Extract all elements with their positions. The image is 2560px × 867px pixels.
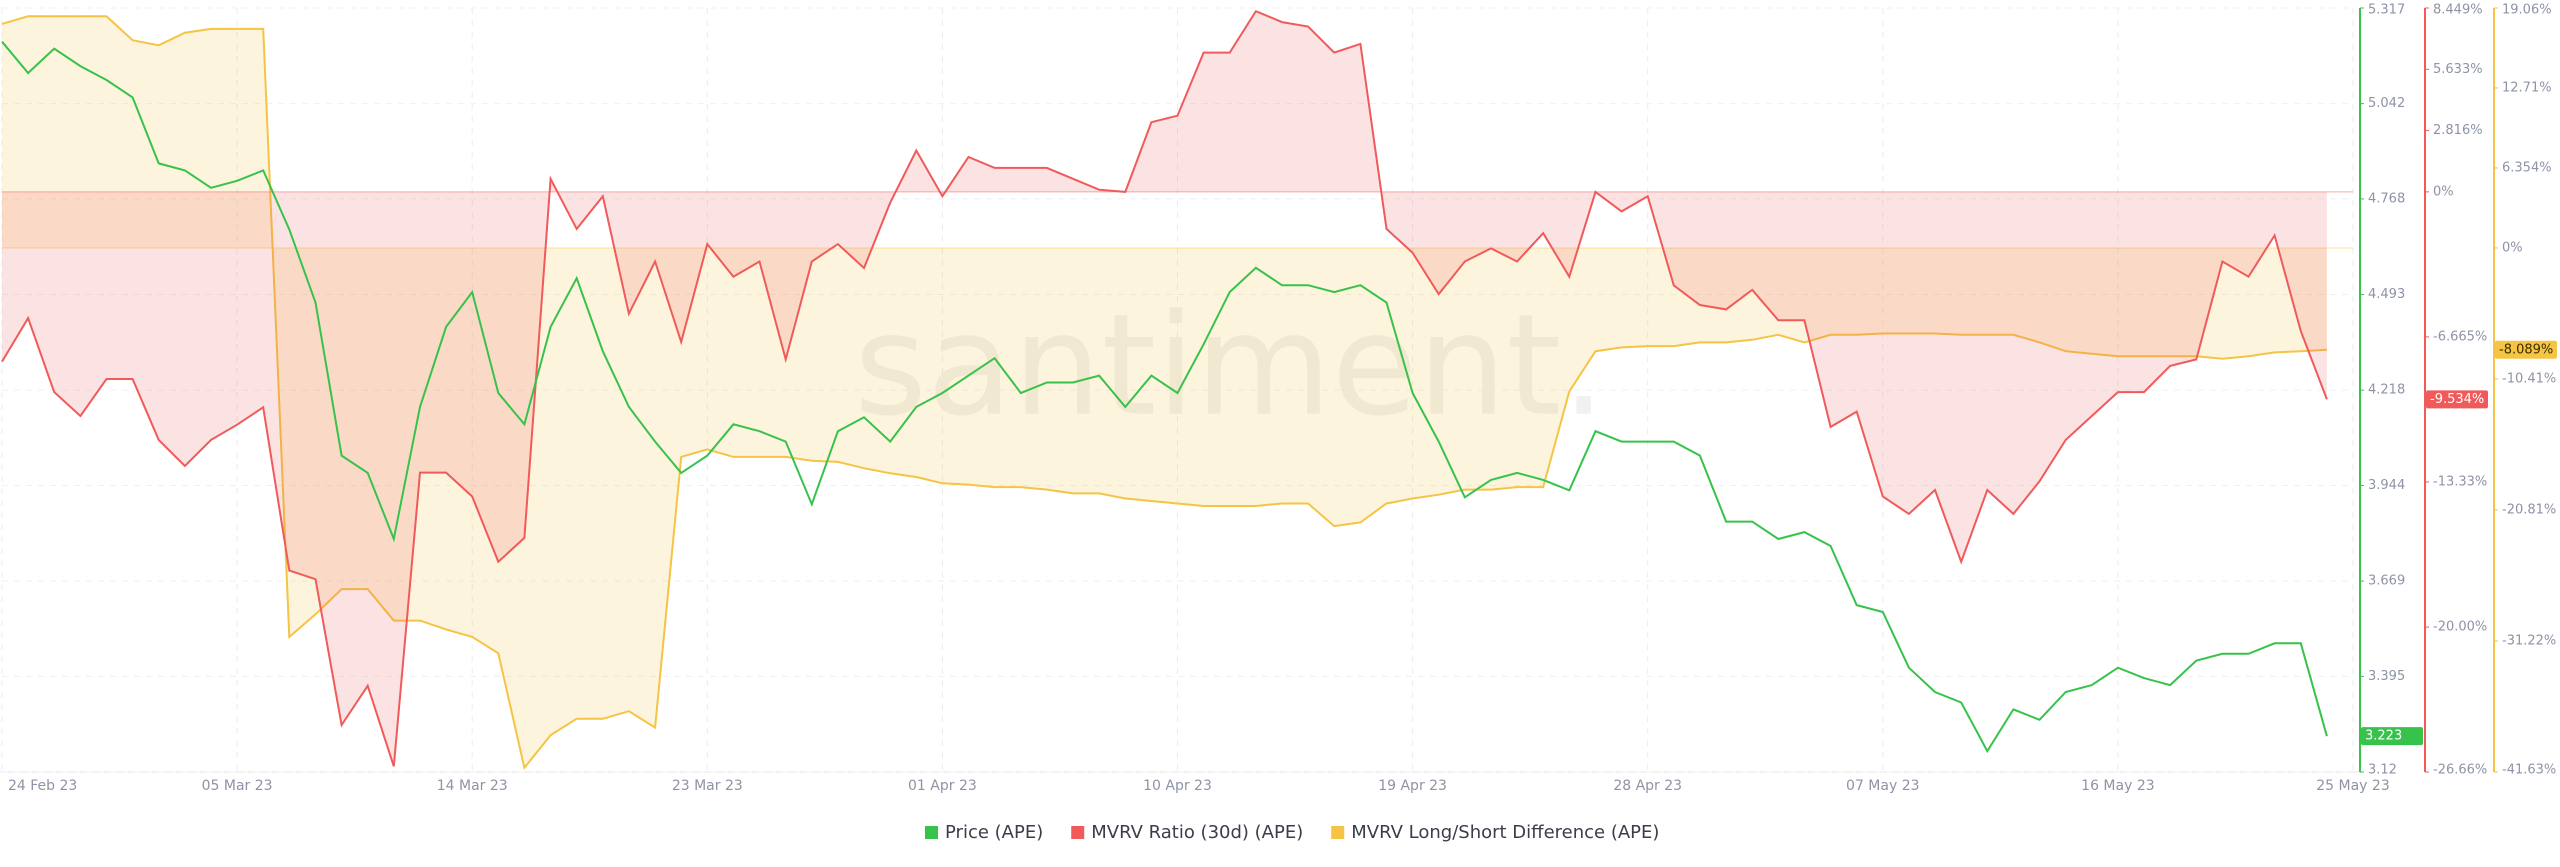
x-tick-label: 24 Feb 23 bbox=[8, 778, 77, 794]
y-tick-label: 4.493 bbox=[2368, 287, 2405, 302]
x-tick-label: 14 Mar 23 bbox=[437, 778, 508, 794]
y-tick-label: 3.669 bbox=[2368, 574, 2405, 589]
x-tick-label: 16 May 23 bbox=[2081, 778, 2154, 794]
line bbox=[1, 15, 2327, 771]
legend-label: MVRV Ratio (30d) (APE) bbox=[1091, 822, 1303, 843]
y-tick-label: -10.41% bbox=[2502, 371, 2556, 386]
y-tick-label: 4.218 bbox=[2368, 383, 2405, 398]
watermark: santiment. bbox=[854, 285, 1606, 448]
y-tick-label: -6.665% bbox=[2433, 329, 2487, 344]
current-label: -9.534% bbox=[2430, 392, 2484, 407]
y-tick-label: 19.06% bbox=[2502, 3, 2552, 18]
area bbox=[2, 16, 2327, 768]
y-tick-label: 6.354% bbox=[2502, 160, 2552, 175]
y-tick-label: -20.00% bbox=[2433, 620, 2487, 635]
legend: Price (APE) MVRV Ratio (30d) (APE) MVRV Lo… bbox=[925, 822, 1659, 843]
x-tick-label: 25 May 23 bbox=[2316, 778, 2389, 794]
y-tick-label: 3.395 bbox=[2368, 669, 2405, 684]
x-tick-label: 10 Apr 23 bbox=[1143, 778, 1212, 794]
current-badge bbox=[2426, 390, 2488, 409]
current-label: -8.089% bbox=[2499, 342, 2553, 357]
y-tick-label: -20.81% bbox=[2502, 502, 2556, 517]
area bbox=[2, 11, 2327, 767]
x-tick-label: 28 Apr 23 bbox=[1613, 778, 1682, 794]
y-tick-label: 12.71% bbox=[2502, 80, 2552, 95]
y-tick-label: 5.317 bbox=[2368, 3, 2405, 18]
line bbox=[1, 9, 2328, 767]
y-tick-label: -26.66% bbox=[2433, 763, 2487, 778]
legend-swatch bbox=[1331, 826, 1345, 839]
x-tick-label: 23 Mar 23 bbox=[672, 778, 743, 794]
legend-label: Price (APE) bbox=[945, 822, 1043, 843]
current-label: 3.223 bbox=[2365, 729, 2402, 744]
y-tick-label: 5.633% bbox=[2433, 62, 2483, 77]
y-tick-label: 3.12 bbox=[2368, 763, 2397, 778]
y-tick-label: 5.042 bbox=[2368, 96, 2405, 111]
y-tick-label: 0% bbox=[2502, 240, 2523, 255]
x-tick-label: 19 Apr 23 bbox=[1378, 778, 1447, 794]
x-tick-label: 01 Apr 23 bbox=[908, 778, 977, 794]
current-badge bbox=[2495, 340, 2557, 359]
legend-swatch bbox=[1071, 826, 1085, 839]
current-badge bbox=[2361, 727, 2423, 746]
y-tick-label: -41.63% bbox=[2502, 763, 2556, 778]
y-tick-label: 2.816% bbox=[2433, 123, 2483, 138]
x-tick-label: 05 Mar 23 bbox=[202, 778, 273, 794]
y-tick-label: 8.449% bbox=[2433, 3, 2483, 18]
y-tick-label: 0% bbox=[2433, 184, 2454, 199]
line bbox=[1, 41, 2328, 754]
y-tick-label: 4.768 bbox=[2368, 191, 2405, 206]
legend-swatch bbox=[925, 826, 938, 839]
x-tick-label: 07 May 23 bbox=[1846, 778, 1919, 794]
y-tick-label: 3.944 bbox=[2368, 478, 2405, 493]
y-tick-label: -31.22% bbox=[2502, 633, 2556, 648]
legend-label: MVRV Long/Short Difference (APE) bbox=[1351, 822, 1659, 843]
y-tick-label: -13.33% bbox=[2433, 474, 2487, 489]
